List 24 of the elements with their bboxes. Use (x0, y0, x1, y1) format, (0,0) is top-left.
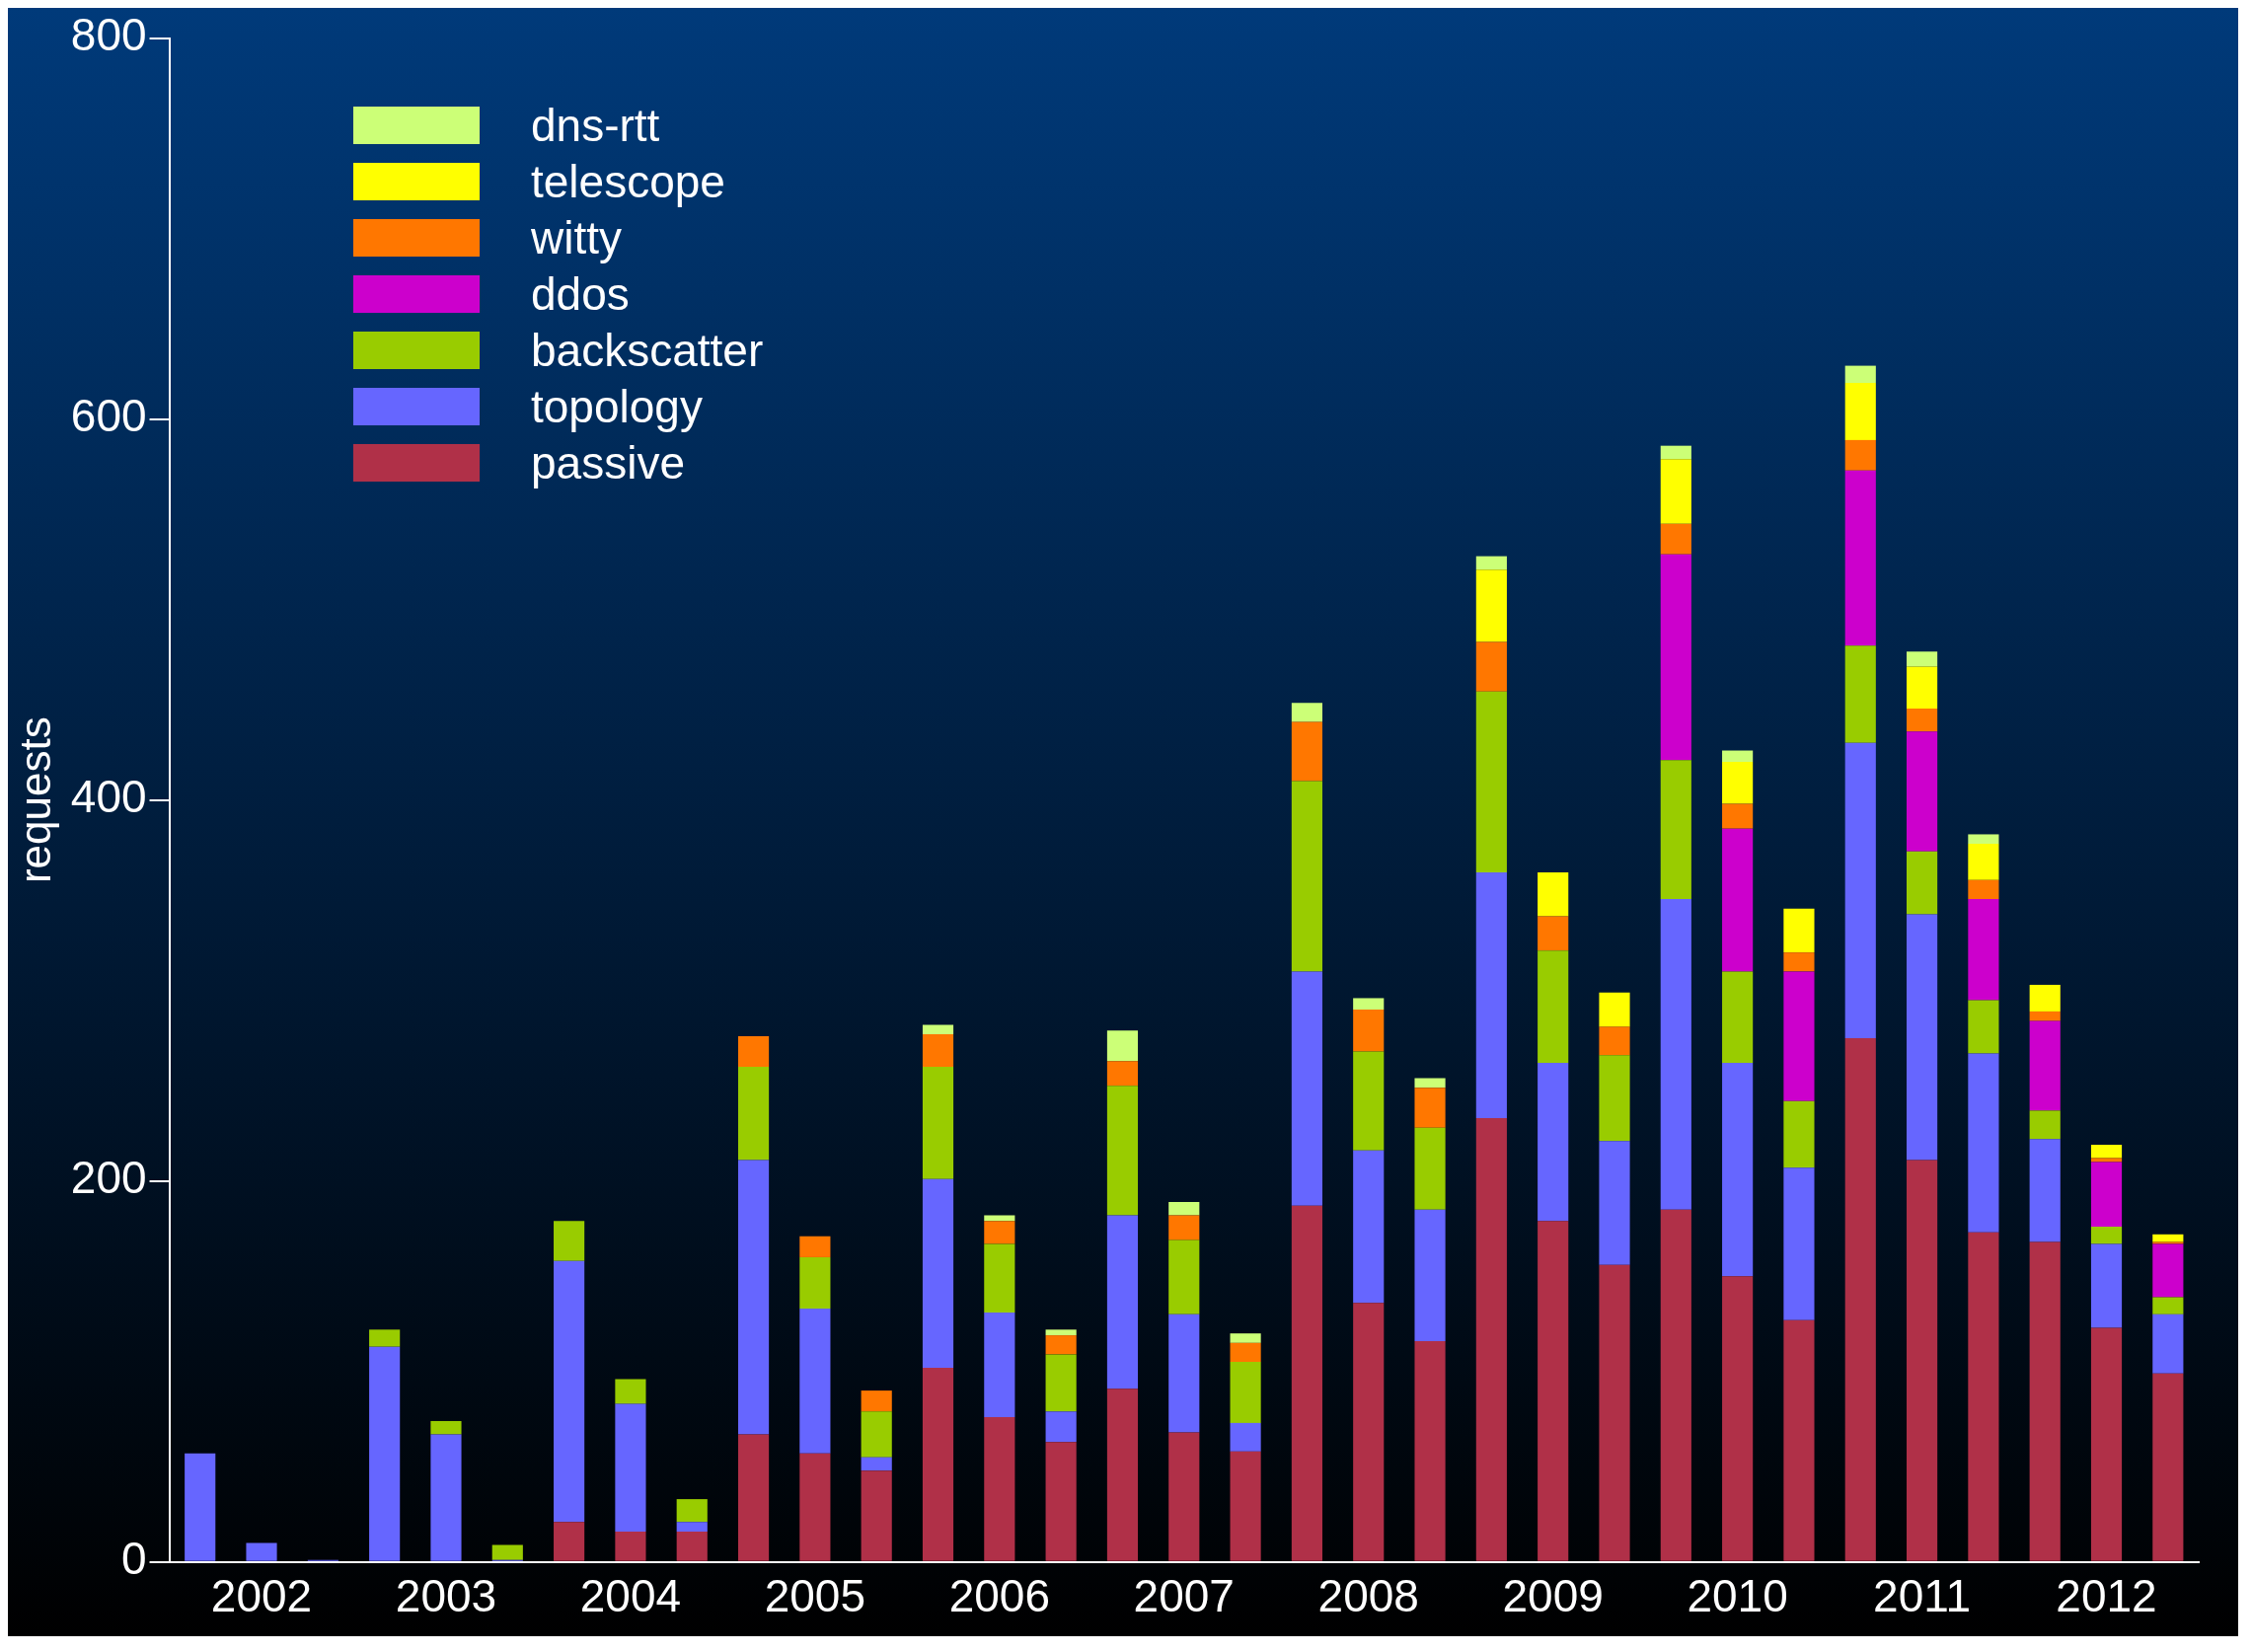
x-tick-label: 2005 (764, 1570, 866, 1622)
y-tick-label: 600 (70, 390, 147, 442)
x-tick-label: 2010 (1687, 1570, 1788, 1622)
legend-label: topology (531, 379, 703, 433)
y-tick-label: 0 (120, 1533, 147, 1585)
x-tick-label: 2011 (1873, 1570, 1972, 1622)
y-tick-label: 400 (70, 771, 147, 823)
x-tick-label: 2009 (1502, 1570, 1604, 1622)
legend-label: dns-rtt (531, 98, 660, 152)
legend-label: ddos (531, 266, 630, 321)
x-tick-label: 2002 (210, 1570, 313, 1622)
x-tick-label: 2008 (1317, 1570, 1419, 1622)
legend-label: backscatter (531, 323, 764, 377)
legend-label: witty (531, 210, 622, 264)
x-tick-label: 2004 (579, 1570, 682, 1622)
x-tick-label: 2012 (2056, 1570, 2157, 1622)
legend-label: telescope (531, 154, 725, 208)
x-tick-label: 2006 (948, 1570, 1050, 1622)
x-tick-label: 2003 (395, 1570, 497, 1622)
y-tick-label: 200 (70, 1152, 147, 1204)
x-tick-label: 2007 (1133, 1570, 1235, 1622)
legend-label: passive (531, 435, 685, 489)
y-axis-title: requests (10, 716, 59, 884)
y-tick-label: 800 (70, 9, 147, 61)
